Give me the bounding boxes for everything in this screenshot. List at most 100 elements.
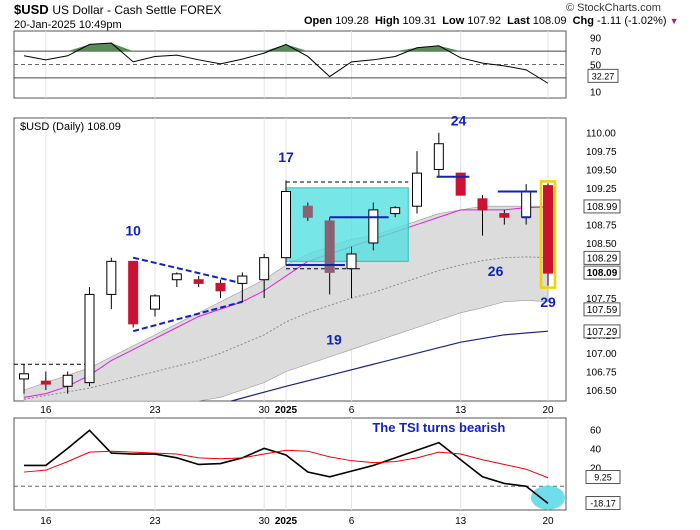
price-candle — [237, 272, 248, 302]
price-candle — [433, 132, 444, 177]
price-candle — [390, 206, 401, 218]
candle-body — [412, 172, 422, 207]
price-candle — [150, 294, 160, 317]
candle-body — [455, 172, 466, 196]
x-tick-label: 20 — [542, 405, 554, 416]
price-candle — [368, 202, 379, 251]
price-label-box — [583, 324, 621, 339]
wave-annotation: 17 — [278, 149, 294, 165]
price-candle — [215, 279, 226, 299]
candle-body — [499, 213, 510, 218]
price-candle — [499, 209, 510, 225]
price-label-box — [583, 250, 621, 265]
x-tick-label: 23 — [149, 405, 161, 416]
price-y-tick: 109.50 — [586, 165, 617, 176]
rsi-y-tick: 90 — [590, 34, 602, 45]
x-tick-label: 6 — [349, 405, 355, 416]
low-value: 107.92 — [467, 15, 501, 27]
tsi-signal-line — [23, 449, 549, 479]
price-label-box — [583, 265, 621, 280]
x-tick-label-bottom: 23 — [149, 516, 161, 527]
price-label-value: 108.29 — [587, 253, 618, 264]
price-label-value: 108.99 — [587, 202, 618, 213]
price-candle — [171, 272, 182, 288]
symbol-name: US Dollar - Cash Settle — [52, 3, 177, 17]
price-candle — [477, 195, 488, 236]
candle-body — [259, 257, 270, 281]
rsi-current-box — [587, 68, 619, 83]
price-candle — [346, 246, 357, 299]
tsi-tsi-line — [24, 429, 549, 504]
tsi-y-tick: 20 — [590, 463, 602, 474]
x-tick-label: 2025 — [275, 405, 298, 416]
price-panel-title: $USD (Daily) 108.09 — [20, 121, 121, 133]
pennant-lower-line — [132, 300, 243, 333]
wave-annotation: 24 — [451, 112, 467, 128]
price-label-value: 107.29 — [587, 327, 618, 338]
x-tick-label-bottom: 16 — [40, 516, 52, 527]
price-label-box — [583, 302, 621, 317]
price-label-value: 107.59 — [587, 305, 618, 316]
open-label: Open — [304, 15, 333, 27]
high-value: 109.31 — [402, 15, 437, 27]
price-candle — [128, 260, 139, 328]
candle-body — [433, 143, 444, 170]
price-candle — [62, 371, 73, 394]
rsi-current-value: 32.27 — [592, 71, 615, 81]
candle-body — [128, 260, 139, 325]
candle-body — [281, 191, 291, 259]
chg-down-icon: ▼ — [669, 16, 679, 26]
price-candle — [84, 287, 95, 387]
x-tick-label-bottom: 20 — [542, 516, 554, 527]
magenta-ma-line — [23, 206, 549, 398]
price-candle — [193, 276, 204, 288]
ma-mid-dotted-line — [23, 256, 549, 400]
tsi-panel — [13, 417, 567, 511]
last-value: 108.09 — [532, 15, 567, 27]
candle-body — [477, 198, 488, 211]
price-y-tick: 108.75 — [586, 221, 617, 232]
candle-body — [543, 185, 553, 274]
x-tick-label: 16 — [40, 405, 52, 416]
x-tick-label-bottom: 6 — [349, 516, 355, 527]
tsi-current-value: 9.25 — [594, 473, 612, 483]
price-candle — [324, 217, 335, 295]
wave-annotation: 29 — [540, 294, 556, 310]
price-y-tick: 110.00 — [586, 129, 616, 140]
x-tick-label: 30 — [259, 405, 271, 416]
price-candle — [412, 151, 422, 214]
open-value: 109.28 — [335, 15, 369, 27]
price-y-tick: 106.50 — [586, 386, 617, 397]
candle-body — [19, 373, 29, 380]
candle-body — [390, 207, 401, 215]
ohlc-readout: Open 109.28 High 109.31 Low 107.92 Last … — [304, 15, 679, 27]
price-y-tick: 109.75 — [586, 147, 617, 158]
ma-band-fill — [23, 205, 549, 402]
candle-body — [150, 295, 160, 310]
pennant-upper-line — [132, 256, 243, 285]
candle-body — [171, 273, 182, 281]
highlight-box — [285, 187, 409, 262]
candle-body — [324, 220, 335, 273]
x-tick-label-bottom: 30 — [259, 516, 271, 527]
candle-body — [62, 374, 73, 387]
price-y-tick: 109.25 — [586, 184, 617, 195]
candle-body — [106, 260, 117, 295]
symbol-ticker: $USD — [14, 2, 49, 17]
candle-body — [368, 209, 379, 244]
price-y-tick: 108.50 — [586, 239, 617, 250]
candle-body — [521, 191, 532, 218]
price-y-tick: 106.75 — [586, 368, 617, 379]
candle-body — [215, 282, 226, 292]
rsi-y-tick: 10 — [590, 87, 602, 98]
stockcharts-brand[interactable]: © StockCharts.com — [566, 2, 661, 14]
wave-annotation: 26 — [488, 263, 504, 279]
candle-body — [302, 205, 313, 218]
rsi-y-tick: 70 — [590, 47, 602, 58]
exchange-label: FOREX — [179, 3, 222, 17]
price-candle — [281, 180, 291, 266]
price-y-tick: 107.75 — [586, 294, 617, 305]
datetime-label: 20-Jan-2025 10:49pm — [14, 19, 122, 31]
